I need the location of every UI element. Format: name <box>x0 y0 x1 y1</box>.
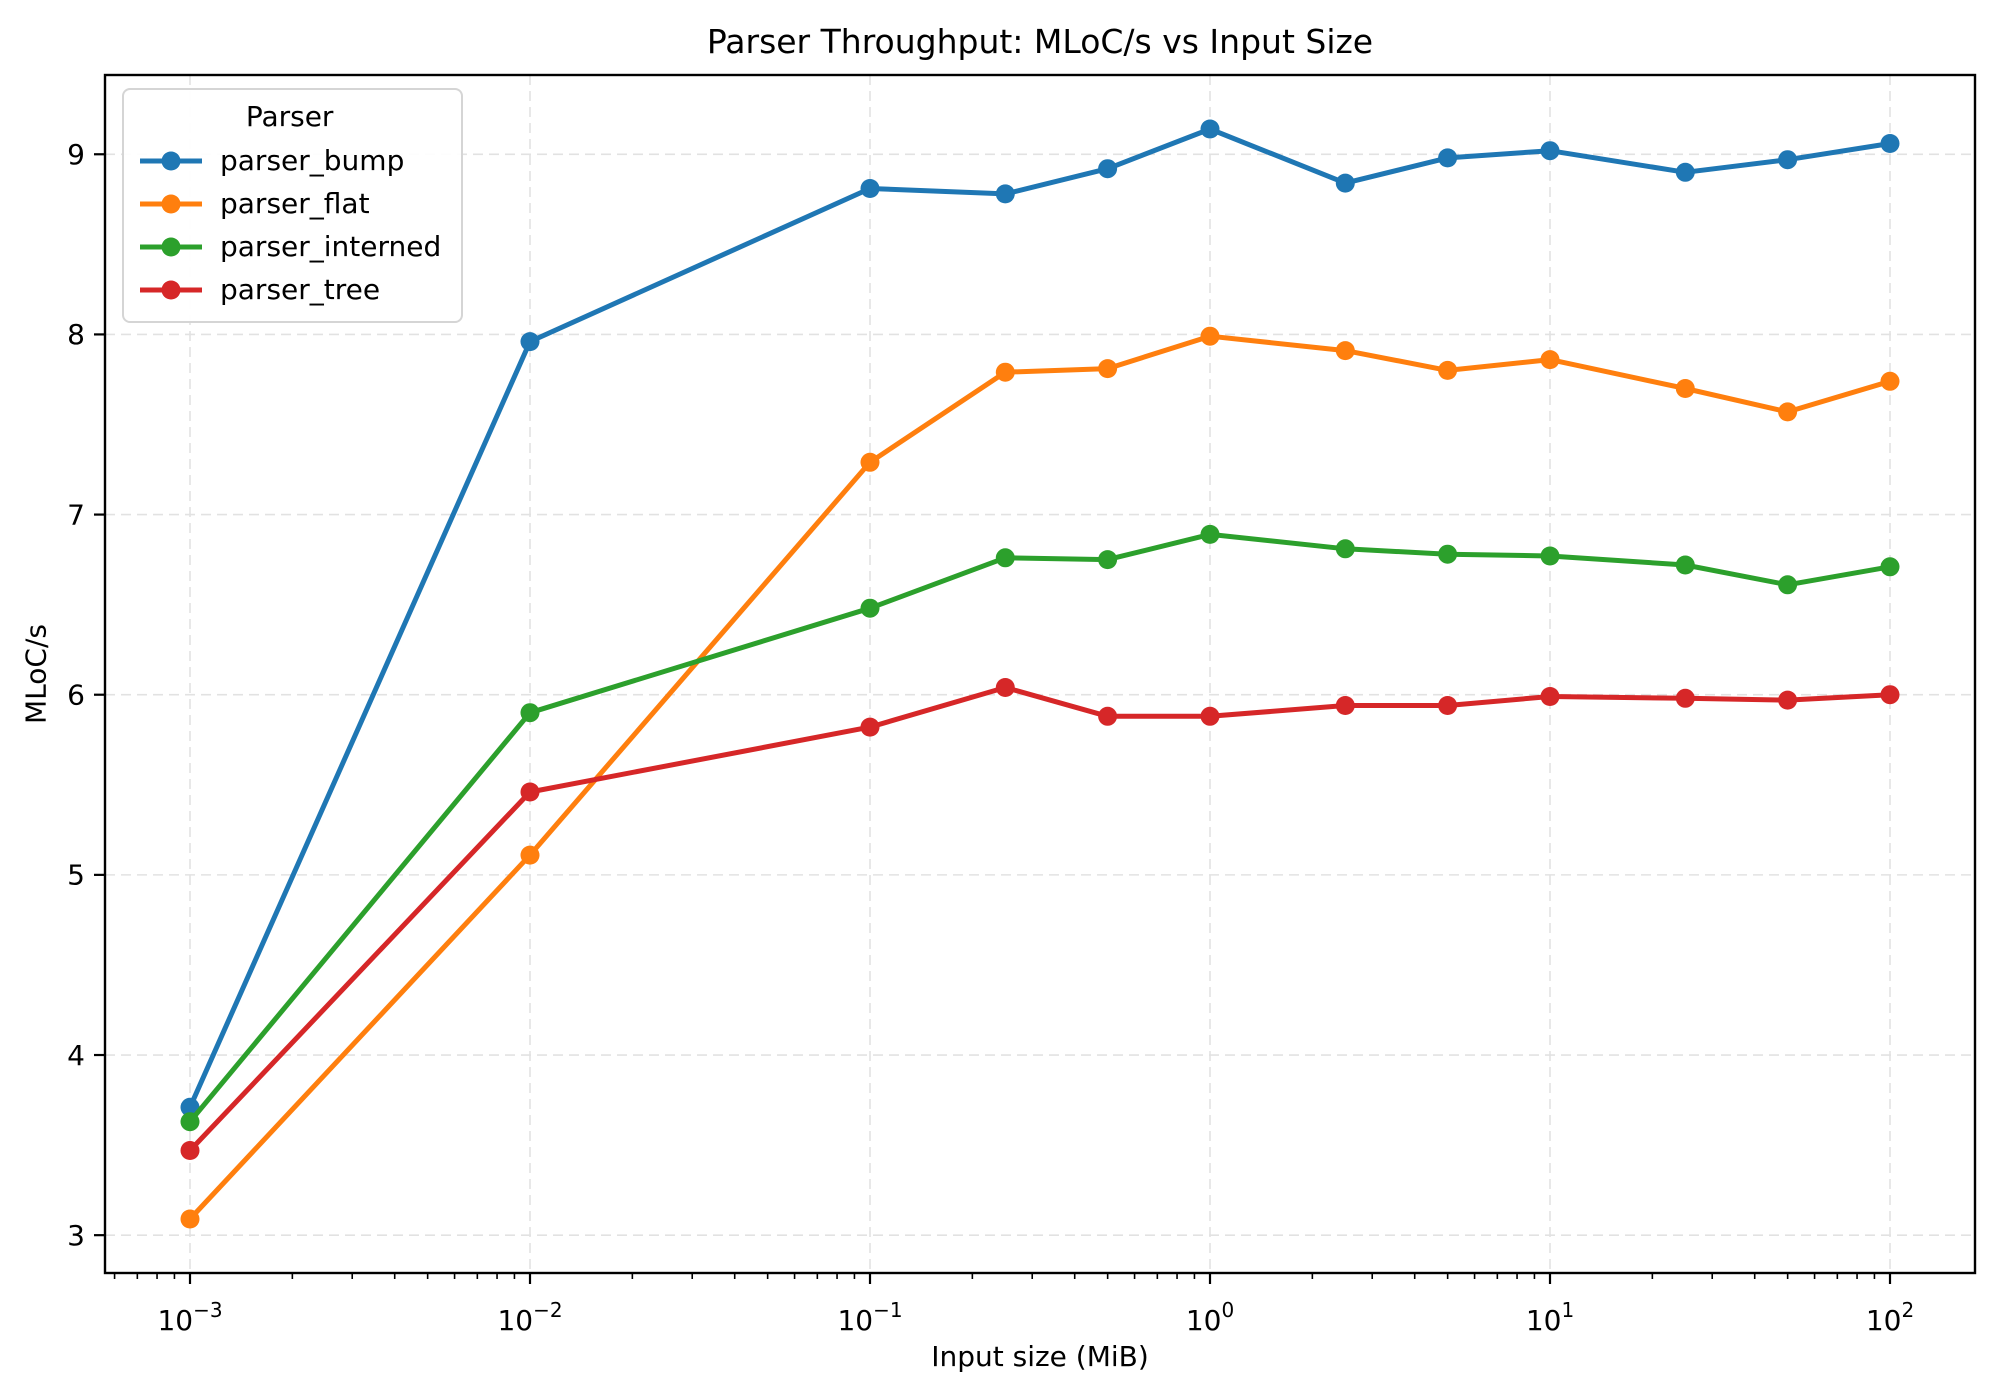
data-point-parser_flat <box>1098 359 1118 379</box>
data-point-parser_flat <box>995 362 1015 382</box>
legend-entry-parser_interned: parser_interned <box>138 225 441 268</box>
series-line-parser_interned <box>187 531 1893 1125</box>
legend-swatch-parser_flat <box>140 194 202 213</box>
data-point-parser_interned <box>860 598 880 618</box>
x-tick-label: 10−3 <box>157 1298 222 1337</box>
data-point-parser_tree <box>1335 696 1355 715</box>
legend-label-parser_tree: parser_tree <box>220 273 381 306</box>
data-point-parser_interned <box>995 548 1015 568</box>
data-point-parser_bump <box>860 179 880 198</box>
legend-label-parser_bump: parser_bump <box>220 144 405 177</box>
y-tick-label: 7 <box>67 498 85 531</box>
data-point-parser_interned <box>520 703 540 723</box>
legend-swatch-parser_interned <box>140 237 202 256</box>
data-point-parser_tree <box>1778 690 1798 710</box>
data-point-parser_tree <box>1675 688 1695 708</box>
data-point-parser_interned <box>1200 524 1220 544</box>
series-line-parser_tree <box>187 685 1893 1153</box>
x-tick-label: 102 <box>1866 1298 1914 1337</box>
data-point-parser_interned <box>1438 544 1458 564</box>
legend-swatch-parser_bump <box>140 151 202 170</box>
data-point-parser_interned <box>1540 546 1560 566</box>
x-tick-label: 10−1 <box>837 1298 902 1337</box>
data-point-parser_flat <box>1335 341 1355 361</box>
data-point-parser_tree <box>180 1141 200 1160</box>
x-axis-label: Input size (MiB) <box>931 1340 1149 1373</box>
data-point-parser_interned <box>1880 557 1900 577</box>
data-point-parser_flat <box>520 845 540 865</box>
y-tick-label: 3 <box>67 1219 85 1252</box>
data-point-parser_bump <box>1335 173 1355 193</box>
y-tick-label: 8 <box>67 318 85 351</box>
data-point-parser_interned <box>1335 539 1355 559</box>
data-point-parser_tree <box>520 782 540 802</box>
data-point-parser_flat <box>1200 326 1220 346</box>
data-point-parser_bump <box>1540 141 1560 161</box>
data-point-parser_bump <box>180 1097 200 1117</box>
data-point-parser_bump <box>995 184 1015 204</box>
data-point-parser_interned <box>1675 555 1695 575</box>
y-tick-label: 4 <box>67 1039 85 1072</box>
legend-title: Parser <box>245 100 334 133</box>
y-axis-label: MLoC/s <box>19 624 53 724</box>
data-point-parser_bump <box>1778 150 1798 170</box>
legend-swatch-parser_tree <box>140 280 202 299</box>
chart-title: Parser Throughput: MLoC/s vs Input Size <box>706 22 1374 61</box>
data-point-parser_tree <box>1098 706 1118 726</box>
data-point-parser_bump <box>520 332 540 352</box>
legend-entry-parser_bump: parser_bump <box>138 139 441 182</box>
data-point-parser_interned <box>180 1112 200 1132</box>
x-tick-label: 10−2 <box>497 1298 562 1337</box>
legend-entry-parser_flat: parser_flat <box>138 182 441 225</box>
y-tick-label: 9 <box>67 138 85 171</box>
data-point-parser_tree <box>1438 696 1458 715</box>
legend-label-parser_flat: parser_flat <box>220 187 370 220</box>
data-point-parser_bump <box>1098 159 1118 179</box>
data-point-parser_tree <box>1200 706 1220 726</box>
data-point-parser_interned <box>1098 550 1118 570</box>
data-point-parser_tree <box>860 717 880 737</box>
data-point-parser_flat <box>1880 371 1900 391</box>
legend: Parser parser_bump parser_flat parser_inte… <box>122 88 464 323</box>
y-tick-label: 6 <box>67 679 85 712</box>
data-point-parser_bump <box>1438 148 1458 168</box>
data-point-parser_flat <box>1675 379 1695 398</box>
data-point-parser_flat <box>180 1209 200 1229</box>
legend-entry-parser_tree: parser_tree <box>138 268 441 311</box>
data-point-parser_flat <box>860 452 880 472</box>
data-point-parser_flat <box>1438 360 1458 380</box>
data-point-parser_bump <box>1880 134 1900 153</box>
x-tick-label: 100 <box>1186 1298 1234 1337</box>
axes-spines <box>103 73 1977 1275</box>
data-point-parser_tree <box>995 678 1015 697</box>
data-point-parser_bump <box>1675 162 1695 182</box>
legend-label-parser_interned: parser_interned <box>220 230 442 263</box>
series-line-parser_flat <box>187 333 1893 1222</box>
data-point-parser_bump <box>1200 119 1220 139</box>
x-tick-label: 101 <box>1526 1298 1574 1337</box>
data-point-parser_flat <box>1778 402 1798 422</box>
data-point-parser_tree <box>1880 685 1900 705</box>
series-line-parser_bump <box>187 126 1893 1110</box>
y-tick-label: 5 <box>67 859 85 892</box>
data-point-parser_flat <box>1540 350 1560 370</box>
data-point-parser_tree <box>1540 687 1560 706</box>
data-point-parser_interned <box>1778 575 1798 595</box>
